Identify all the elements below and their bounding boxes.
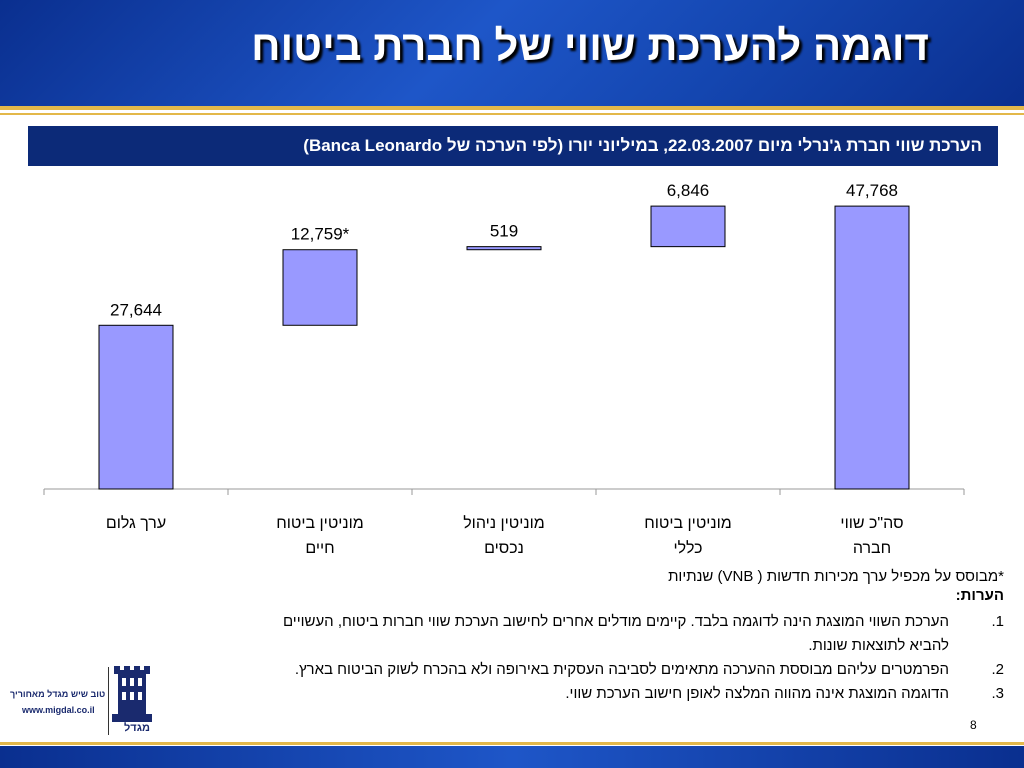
category-label: חברה bbox=[853, 540, 891, 557]
header-banner bbox=[0, 0, 1024, 106]
migdal-tower-logo bbox=[112, 666, 152, 722]
data-label: 519 bbox=[490, 222, 518, 241]
data-label: 47,768 bbox=[846, 181, 898, 200]
page-number: 8 bbox=[970, 718, 977, 732]
category-label: נכסים bbox=[484, 540, 524, 557]
page-title: דוגמה להערכת שווי של חברת ביטוח bbox=[251, 22, 929, 69]
header-divider-thin bbox=[0, 113, 1024, 115]
category-label: מוניטין ניהול bbox=[463, 514, 545, 532]
chart-title: הערכת שווי חברת ג'נרלי מיום 22.03.2007, … bbox=[303, 136, 982, 155]
note-item: 1. הערכת השווי המוצגת הינה לדוגמה בלבד. ק… bbox=[124, 610, 1004, 658]
logo-name: מגדל bbox=[124, 722, 150, 734]
bar bbox=[282, 249, 358, 326]
notes-title: הערות: bbox=[955, 587, 1004, 604]
note-text: הפרמטרים עליהם מבוססת ההערכה מתאימים לסב… bbox=[294, 661, 949, 678]
category-label: מוניטין ביטוח bbox=[644, 515, 732, 532]
note-number: 3. bbox=[991, 685, 1004, 702]
chart-title-bar: הערכת שווי חברת ג'נרלי מיום 22.03.2007, … bbox=[28, 126, 998, 166]
note-number: 1. bbox=[991, 613, 1004, 630]
data-label: 6,846 bbox=[667, 181, 710, 200]
footer-divider bbox=[0, 742, 1024, 745]
category-label: ערך גלום bbox=[106, 514, 166, 532]
note-item: 2. הפרמטרים עליהם מבוססת ההערכה מתאימים ל… bbox=[124, 658, 1004, 682]
category-label: מוניטין ביטוח bbox=[276, 515, 364, 532]
note-text: להביא לתוצאות שונות. bbox=[808, 637, 949, 654]
footer-banner bbox=[0, 746, 1024, 768]
category-label: חיים bbox=[305, 540, 334, 557]
note-text: הדוגמה המוצגת אינה מהווה המלצה לאופן חיש… bbox=[565, 685, 949, 702]
bar bbox=[650, 205, 726, 248]
note-number: 2. bbox=[991, 661, 1004, 678]
bar bbox=[834, 205, 910, 490]
data-label: 27,644 bbox=[110, 300, 162, 319]
header-divider bbox=[0, 106, 1024, 110]
note-item: 3. הדוגמה המוצגת אינה מהווה המלצה לאופן ח… bbox=[124, 682, 1004, 706]
logo-url: www.migdal.co.il bbox=[22, 705, 95, 715]
note-text: הערכת השווי המוצגת הינה לדוגמה בלבד. קיי… bbox=[282, 613, 949, 630]
bar bbox=[98, 324, 174, 490]
logo-area bbox=[0, 652, 160, 736]
category-label: כללי bbox=[673, 539, 702, 557]
logo-divider bbox=[108, 667, 109, 735]
category-label: סה"כ שווי bbox=[840, 515, 903, 532]
footnote: *מבוסס על מכפיל ערך מכירות חדשות ( VNB) … bbox=[668, 568, 1004, 585]
bar bbox=[466, 246, 542, 251]
data-label: 12,759* bbox=[291, 225, 350, 244]
logo-slogan: טוב שיש מגדל מאחוריך bbox=[10, 689, 106, 699]
